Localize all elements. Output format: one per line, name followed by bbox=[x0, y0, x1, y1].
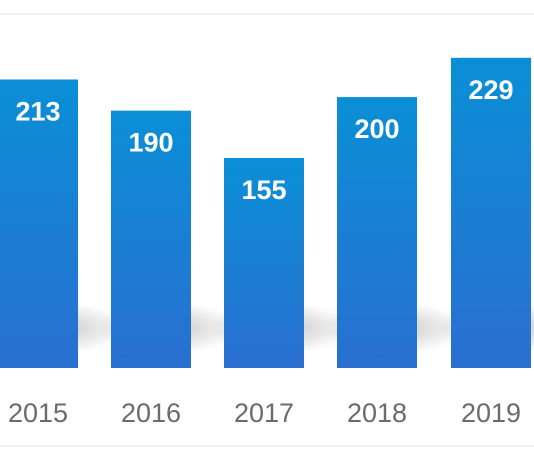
bar-2018 bbox=[337, 97, 417, 368]
bar-2016 bbox=[111, 110, 191, 369]
bar-2017 bbox=[224, 158, 304, 368]
data-label-2017: 155 bbox=[241, 175, 286, 205]
x-tick-label-2016: 2016 bbox=[121, 398, 181, 428]
x-tick-label-2019: 2019 bbox=[461, 398, 521, 428]
x-tick-label-2017: 2017 bbox=[234, 398, 294, 428]
data-label-2018: 200 bbox=[354, 114, 399, 144]
bar-2019 bbox=[451, 57, 531, 369]
x-tick-label-2015: 2015 bbox=[8, 398, 68, 428]
data-label-2019: 229 bbox=[468, 75, 513, 105]
data-label-2015: 213 bbox=[15, 96, 60, 126]
data-label-2016: 190 bbox=[128, 128, 173, 158]
x-tick-label-2018: 2018 bbox=[347, 398, 407, 428]
bar-2015 bbox=[0, 79, 78, 368]
